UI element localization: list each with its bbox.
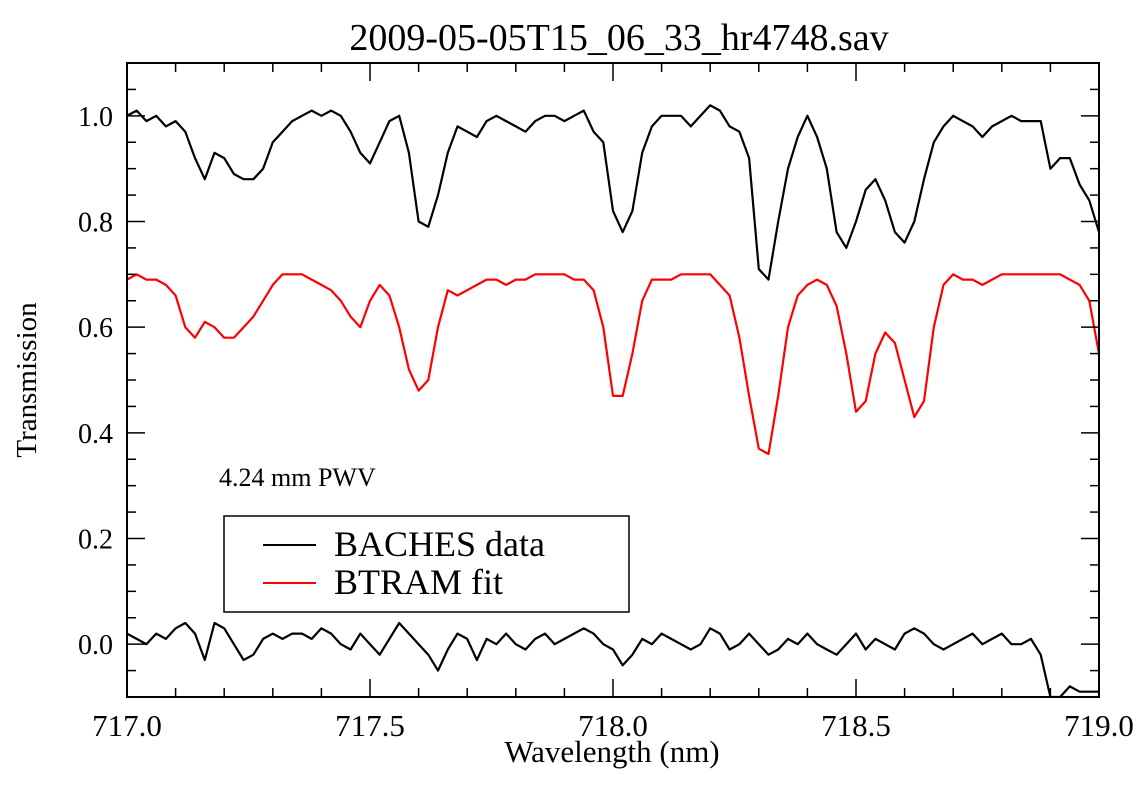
y-tick-label: 0.2 — [78, 525, 113, 556]
legend: BACHES data BTRAM fit — [223, 515, 630, 613]
x-tick-label: 718.5 — [821, 708, 891, 743]
series-layer — [127, 104, 1099, 697]
x-tick-label: 718.0 — [578, 708, 648, 743]
y-axis-label: Transmission — [11, 302, 43, 458]
axis-ticks: 717.0 717.5 718.0 718.5 719.0 0.0 0.2 0.4 0.6 0.8… — [78, 62, 1134, 743]
series-baches-data-line — [127, 104, 1099, 281]
pwv-annotation: 4.24 mm PWV — [219, 463, 376, 492]
y-tick-label: 0.8 — [78, 208, 113, 239]
chart-title: 2009-05-05T15_06_33_hr4748.sav — [349, 17, 888, 59]
legend-label-data: BACHES data — [334, 524, 545, 564]
x-tick-label: 717.5 — [335, 708, 405, 743]
plot-frame — [126, 62, 1100, 698]
x-axis-label: Wavelength (nm) — [504, 734, 719, 769]
y-tick-label: 0.6 — [78, 313, 113, 344]
x-tick-label: 719.0 — [1064, 708, 1134, 743]
x-tick-label: 717.0 — [92, 708, 162, 743]
y-tick-label: 0.0 — [78, 630, 113, 661]
series-btram-fit-line — [127, 273, 1099, 456]
y-tick-label: 0.4 — [78, 419, 113, 450]
legend-label-fit: BTRAM fit — [334, 562, 503, 602]
series-residual-line — [127, 621, 1099, 697]
y-tick-label: 1.0 — [78, 102, 113, 133]
legend-box — [223, 515, 630, 613]
